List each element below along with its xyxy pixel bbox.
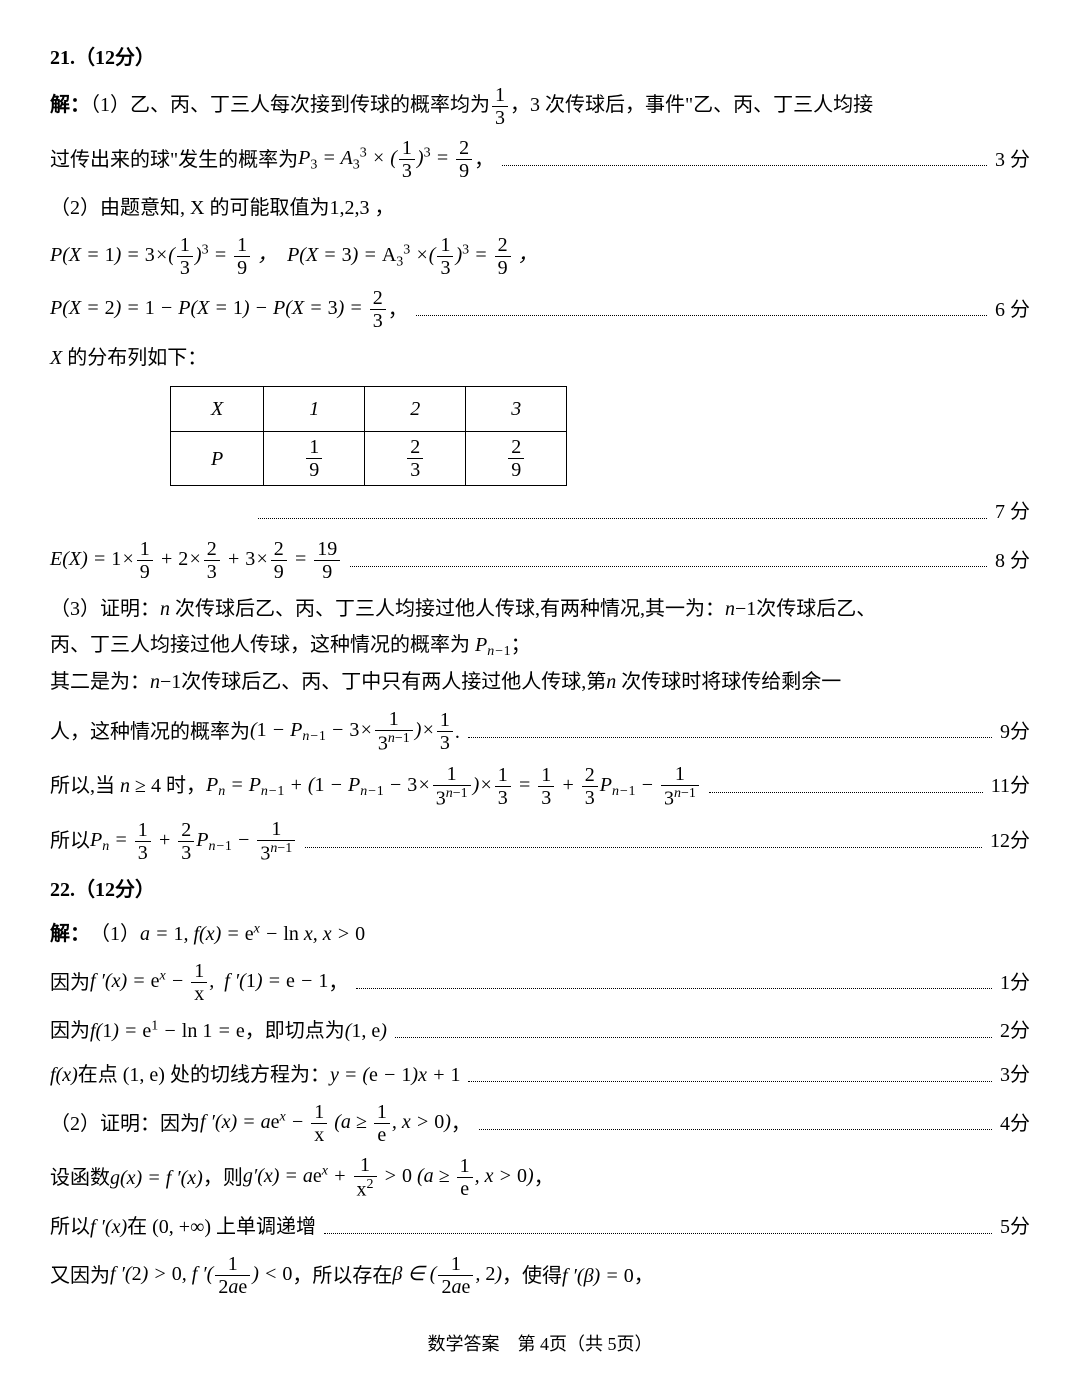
- score: 2分: [1000, 1013, 1030, 1049]
- table-cell: 3: [466, 387, 567, 432]
- score: 6 分: [995, 292, 1030, 328]
- q21-line8: E(X) = 1×19 + 2×23 + 3×29 = 199 8 分: [50, 538, 1030, 583]
- score: 3 分: [995, 142, 1030, 178]
- q21-line12: 所以,当 n ≥ 4 时， Pn = Pn−1 + (1 − Pn−1 − 3×…: [50, 763, 1030, 810]
- q22-line4: f(x) 在点 (1, e) 处的切线方程为： y = (e − 1)x + 1…: [50, 1057, 1030, 1093]
- score: 5分: [1000, 1209, 1030, 1245]
- q21-line9b: 丙、丁三人均接过他人传球，这种情况的概率为 Pn−1；: [50, 627, 1030, 664]
- q21-line3: （2）由题意知, X 的可能取值为1,2,3 ，: [50, 190, 1030, 226]
- q22-line8: 又因为 f ′(2) > 0, f ′(12ae) < 0 ，所以存在 β ∈ …: [50, 1253, 1030, 1298]
- score: 4分: [1000, 1106, 1030, 1142]
- q21-line6: X X 的分布列如下：的分布列如下：: [50, 340, 1030, 376]
- q21-line1: 解：（1）乙、丙、丁三人每次接到传球的概率均为13，3 次传球后，事件"乙、丙、…: [50, 84, 1030, 129]
- score: 8 分: [995, 543, 1030, 579]
- q22-line1: 解：（1）a = 1, f(x) = ex − ln x, x > 0: [50, 916, 1030, 952]
- table-cell: 23: [365, 432, 466, 486]
- table-cell: 2: [365, 387, 466, 432]
- page-footer: 数学答案 第 4页（共 5页）: [50, 1328, 1030, 1360]
- table-cell: 19: [264, 432, 365, 486]
- q21-line2: 过传出来的球"发生的概率为 P3 = A33 × (13)3 = 29， 3 分: [50, 137, 1030, 182]
- score: 12分: [990, 823, 1030, 859]
- q22-line2: 因为 f ′(x) = ex − 1x, f ′(1) = e − 1， 1分: [50, 960, 1030, 1005]
- q22-line7: 所以 f ′(x) 在 (0, +∞) 上单调递增 5分: [50, 1209, 1030, 1245]
- score: 9分: [1000, 714, 1030, 750]
- q21-line5: P(X = 2) = 1 − P(X = 1) − P(X = 3) = 23，…: [50, 287, 1030, 332]
- q21-line7: 7 分: [250, 494, 1030, 530]
- q22-line5: （2）证明：因为 f ′(x) = aex − 1x (a ≥ 1e, x > …: [50, 1101, 1030, 1146]
- q22-line3: 因为 f(1) = e1 − ln 1 = e ，即切点为 (1, e) 2分: [50, 1013, 1030, 1049]
- score: 11分: [991, 768, 1030, 804]
- score: 3分: [1000, 1057, 1030, 1093]
- score: 7 分: [995, 494, 1030, 530]
- distribution-table: X 1 2 3 P 19 23 29: [170, 386, 567, 486]
- q21-line11: 人，这种情况的概率为 (1 − Pn−1 − 3×13n−1)×13. 9分: [50, 708, 1030, 755]
- q22-header: 22.（12分）: [50, 872, 1030, 908]
- text: 过传出来的球"发生的概率为: [50, 142, 298, 178]
- q21-header: 21.（12分）: [50, 40, 1030, 76]
- q22-line6: 设函数 g(x) = f ′(x) ，则 g′(x) = aex + 1x2 >…: [50, 1154, 1030, 1201]
- q21-line13: 所以 Pn = 13 + 23Pn−1 − 13n−1 12分: [50, 818, 1030, 865]
- table-header: X: [171, 387, 264, 432]
- q21-line9a: （3）证明：n 次传球后乙、丙、丁三人均接过他人传球,有两种情况,其一为：n−1…: [50, 591, 1030, 627]
- table-cell: 1: [264, 387, 365, 432]
- table-header: P: [171, 432, 264, 486]
- q21-line10: 其二是为：n−1次传球后乙、丙、丁中只有两人接过他人传球,第n 次传球时将球传给…: [50, 664, 1030, 700]
- table-cell: 29: [466, 432, 567, 486]
- q21-line4: P(X = 1) = 3×(13)3 = 19 ， P(X = 3) = A33…: [50, 234, 1030, 279]
- score: 1分: [1000, 965, 1030, 1001]
